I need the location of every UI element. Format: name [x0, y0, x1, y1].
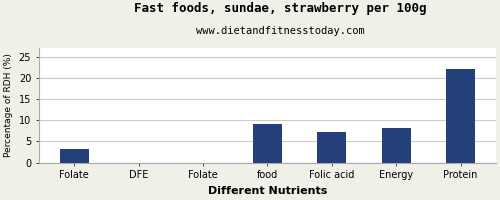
Y-axis label: Percentage of RDH (%): Percentage of RDH (%)	[4, 53, 13, 157]
Text: www.dietandfitnesstoday.com: www.dietandfitnesstoday.com	[196, 26, 364, 36]
Bar	[253, 124, 282, 163]
Text: Fast foods, sundae, strawberry per 100g: Fast foods, sundae, strawberry per 100g	[134, 2, 426, 15]
Bar	[382, 128, 410, 163]
X-axis label: Different Nutrients: Different Nutrients	[208, 186, 327, 196]
Bar	[318, 132, 346, 163]
Bar	[60, 149, 88, 163]
Bar	[446, 69, 475, 163]
